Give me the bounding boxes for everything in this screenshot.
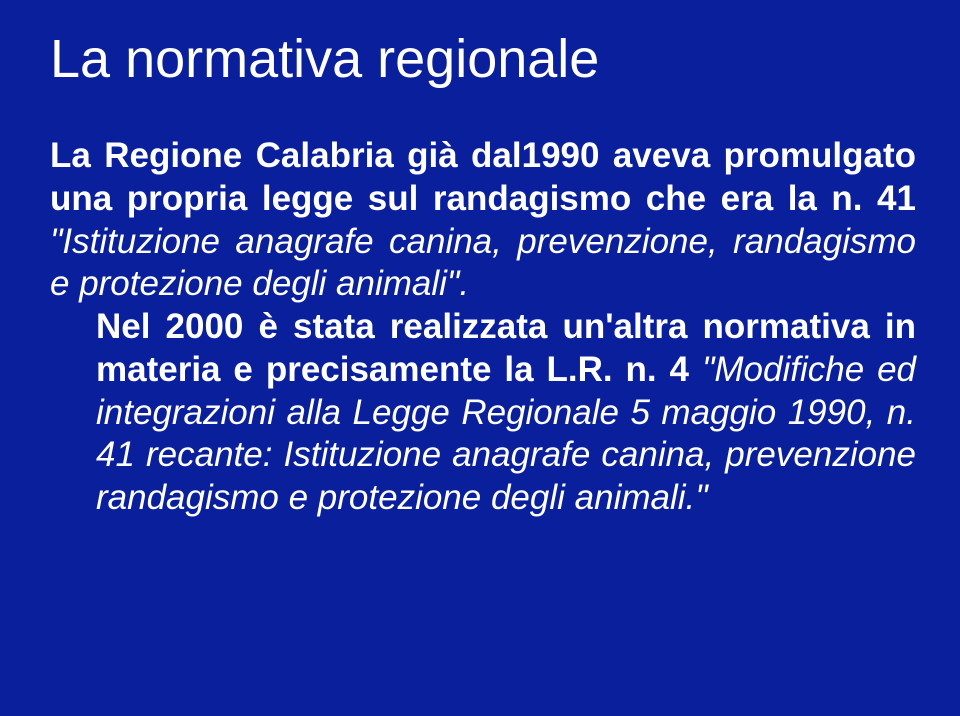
- paragraph-1: La Regione Calabria già dal1990 aveva pr…: [50, 135, 916, 306]
- p1-italic: "Istituzione anagrafe canina, prevenzion…: [50, 222, 916, 304]
- slide-title: La normativa regionale: [50, 30, 916, 89]
- p1-bold: La Regione Calabria già dal1990 aveva pr…: [50, 136, 916, 218]
- slide: La normativa regionale La Regione Calabr…: [0, 0, 960, 716]
- paragraph-2: Nel 2000 è stata realizzata un'altra nor…: [50, 306, 916, 519]
- slide-body: La Regione Calabria già dal1990 aveva pr…: [50, 135, 916, 519]
